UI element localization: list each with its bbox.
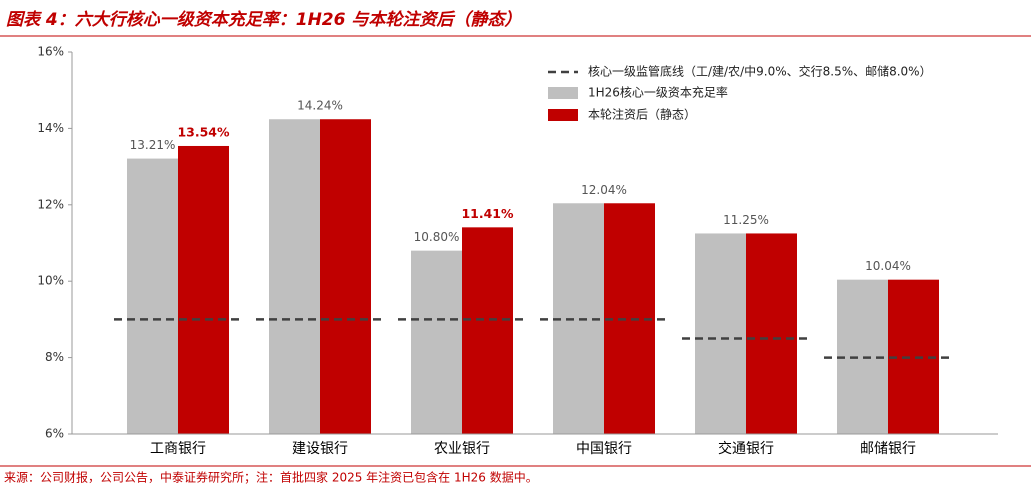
x-tick-label: 邮储银行 <box>860 441 916 457</box>
bar <box>462 227 513 434</box>
value-label: 12.04% <box>581 183 627 197</box>
value-label: 10.80% <box>414 230 460 244</box>
x-tick-label: 工商银行 <box>150 441 206 457</box>
bar <box>127 158 178 434</box>
legend-label: 核心一级监管底线（工/建/农/中9.0%、交行8.5%、邮储8.0%） <box>588 64 932 79</box>
source-note: 来源：公司财报，公司公告，中泰证券研究所；注：首批四家 2025 年注资已包含在… <box>4 470 538 485</box>
bar <box>269 119 320 435</box>
value-label: 11.41% <box>461 206 514 221</box>
bar <box>746 233 797 434</box>
value-label: 11.25% <box>723 213 769 227</box>
x-tick-label: 中国银行 <box>576 441 632 457</box>
y-tick-label: 16% <box>37 45 64 59</box>
x-tick-label: 交通银行 <box>718 440 774 457</box>
legend-swatch <box>548 109 578 121</box>
bar <box>695 233 746 434</box>
y-tick-label: 6% <box>45 427 64 441</box>
legend-label: 1H26核心一级资本充足率 <box>588 85 728 100</box>
y-tick-label: 10% <box>37 274 64 288</box>
legend-label: 本轮注资后（静态） <box>588 107 696 122</box>
y-tick-label: 12% <box>37 197 64 211</box>
legend-swatch <box>548 87 578 99</box>
y-tick-label: 14% <box>37 121 64 135</box>
x-tick-label: 农业银行 <box>434 441 490 457</box>
bar <box>411 250 462 434</box>
value-label: 14.24% <box>297 99 343 113</box>
value-label: 13.54% <box>177 124 230 139</box>
chart-title: 图表 4：六大行核心一级资本充足率：1H26 与本轮注资后（静态） <box>6 10 521 30</box>
x-tick-label: 建设银行 <box>292 441 348 457</box>
bar <box>178 145 229 435</box>
bar <box>320 119 371 435</box>
y-tick-label: 8% <box>45 350 64 364</box>
value-label: 10.04% <box>865 259 911 273</box>
value-label: 13.21% <box>130 138 176 152</box>
